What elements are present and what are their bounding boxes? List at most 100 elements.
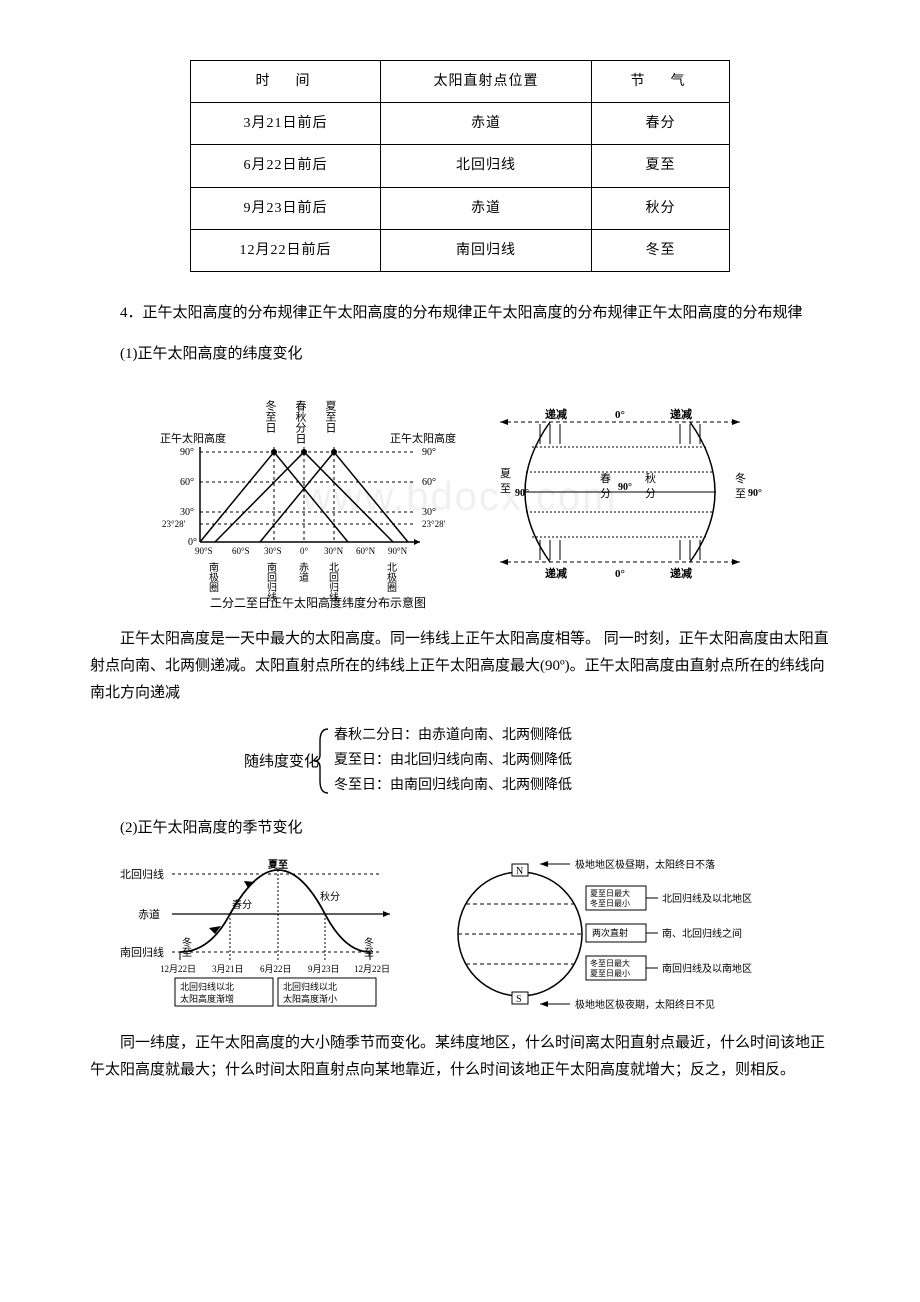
arrow-icon [383,911,390,917]
tick-label: 60°S [232,546,250,556]
subsection-2-title: (2)正午太阳高度的季节变化 [90,815,830,842]
tick-label: 23°28′ [422,519,446,529]
tick-label: 30° [422,507,436,518]
bracket-line: 春秋二分日：由赤道向南、北两侧降低 [334,727,572,743]
side-label: 春 [600,472,611,485]
footer-text: 北回归线以北 [180,981,234,992]
label: 递减 [545,407,567,421]
side-label: 夏 [500,467,511,480]
arrow-icon [414,539,420,545]
axis-label: 夏至日 [324,400,337,433]
tick-label: 60° [422,477,436,488]
tick-label: 23°28′ [162,519,186,529]
axis-name: 北极圈 [385,562,397,593]
y-label: 南回归线 [120,945,164,959]
bottom-label: 极地地区极夜期，太阳终日不见 [575,998,715,1011]
table-cell: 赤道 [380,187,591,229]
label: 递减 [670,566,692,580]
bracket-line: 夏至日：由北回归线向南、北两侧降低 [334,751,572,768]
bracket-block: 随纬度变化 春秋二分日：由赤道向南、北两侧降低 夏至日：由北回归线向南、北两侧降… [90,721,830,801]
angle-label: 0° [615,409,625,421]
top-label: 极地地区极昼期，太阳终日不落 [575,858,715,871]
table-row: 9月23日前后 赤道 秋分 [191,187,730,229]
tick-label: 90°S [195,546,213,556]
angle-label: 90° [515,488,529,499]
tick-label: 60° [180,477,194,488]
y-label: 赤道 [138,907,160,921]
table-row: 6月22日前后 北回归线 夏至 [191,145,730,187]
table-cell: 春分 [591,103,729,145]
curve-label: 至 [364,947,374,959]
table-cell: 12月22日前后 [191,229,381,271]
flag-text: 两次直射 [592,927,628,938]
y-axis-label: 正午太阳高度 [160,431,226,445]
pole-label: S [516,994,522,1005]
footer-text: 太阳高度渐小 [283,993,337,1004]
angle-label: 90° [618,482,632,493]
footer-text: 太阳高度渐增 [180,993,234,1004]
table-cell: 6月22日前后 [191,145,381,187]
flag-text: 冬至日最小 [590,898,630,908]
flag-text: 冬至日最大 [590,958,630,968]
solar-terms-table: 时 间 太阳直射点位置 节 气 3月21日前后 赤道 春分 6月22日前后 北回… [190,60,730,272]
table-cell: 9月23日前后 [191,187,381,229]
x-label: 12月22日 [354,964,390,974]
arrow-icon [500,559,508,565]
axis-label: 冬至日 [264,399,277,433]
y-label: 北回归线 [120,867,164,881]
table-header: 时 间 [191,61,381,103]
tick-label: 90°N [388,546,408,556]
tick-label: 60°N [356,546,376,556]
figure-caption: 二分二至日正午太阳高度纬度分布示意图 [210,595,426,610]
brace-icon [314,729,328,793]
table-cell: 南回归线 [380,229,591,271]
peak-marker [301,449,307,455]
table-row: 时 间 太阳直射点位置 节 气 [191,61,730,103]
axis-name: 赤道 [297,562,309,582]
side-label: 至 [735,488,746,500]
zone-label: 南回归线及以南地区 [662,962,752,975]
x-label: 9月23日 [308,964,340,974]
bracket-svg: 随纬度变化 春秋二分日：由赤道向南、北两侧降低 夏至日：由北回归线向南、北两侧降… [240,721,680,801]
label: 递减 [545,566,567,580]
side-label: 冬 [735,471,746,485]
label: 递减 [670,407,692,421]
curve-label: 春分 [232,899,252,911]
curve-label: 至 [182,947,192,959]
arrow-icon [732,419,740,425]
arrow-icon [500,419,508,425]
zone-label: 南、北回归线之间 [662,927,742,940]
bracket-prefix: 随纬度变化 [244,753,319,770]
table-cell: 北回归线 [380,145,591,187]
table-cell: 冬至 [591,229,729,271]
curve-label: 夏至 [267,859,288,871]
sine-curve [180,870,370,952]
table-row: 3月21日前后 赤道 春分 [191,103,730,145]
x-label: 3月21日 [212,964,244,974]
axis-label: 春秋分日 [294,400,307,444]
solar-terms-table-wrap: 时 间 太阳直射点位置 节 气 3月21日前后 赤道 春分 6月22日前后 北回… [90,60,830,272]
arrow-icon [540,861,548,867]
tick-label: 30°N [324,546,344,556]
table-cell: 赤道 [380,103,591,145]
paragraph-2: 同一纬度，正午太阳高度的大小随季节而变化。某纬度地区，什么时间离太阳直射点最近，… [90,1030,830,1084]
angle-label: 0° [615,568,625,580]
tick-label: 30° [180,507,194,518]
tick-label: 90° [180,447,194,458]
zone-label: 北回归线及以北地区 [662,892,752,905]
figure-2: 北回归线 赤道 南回归线 夏至 秋分 春分 冬 至 冬 至 [90,856,830,1016]
section-4-title: 4．正午太阳高度的分布规律正午太阳高度的分布规律正午太阳高度的分布规律正午太阳高… [90,300,830,327]
figure-2-svg: 北回归线 赤道 南回归线 夏至 秋分 春分 冬 至 冬 至 [120,856,800,1016]
figure-1-svg: 冬至日 春秋分日 夏至日 正午太阳高度 90° 60° 30° 23°28′ 0… [150,382,770,612]
tick-label: 30°S [264,546,282,556]
flag-text: 夏至日最大 [590,888,630,898]
paragraph-1: 正午太阳高度是一天中最大的太阳高度。同一纬线上正午太阳高度相等。 同一时刻，正午… [90,626,830,707]
side-label: 分 [645,487,656,500]
table-cell: 3月21日前后 [191,103,381,145]
flag-text: 夏至日最小 [590,969,630,978]
x-label: 6月22日 [260,964,292,974]
bracket-line: 冬至日：由南回归线向南、北两侧降低 [334,776,572,793]
side-label: 秋 [645,471,656,485]
pole-label: N [516,866,523,877]
arrow-icon [732,559,740,565]
